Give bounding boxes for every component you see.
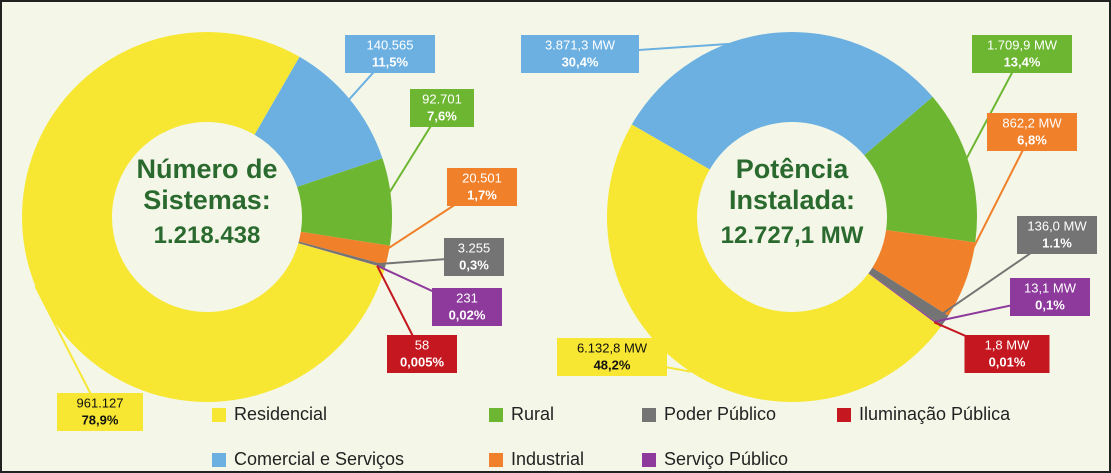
value-label: 92.701: [422, 91, 462, 106]
label-box: [972, 35, 1072, 73]
chart-subtitle: 1.218.438: [153, 222, 261, 249]
share-label: 0,005%: [400, 354, 445, 369]
value-label: 13,1 MW: [1024, 280, 1077, 295]
share-label: 48,2%: [594, 357, 631, 372]
chart-subtitle: 12.727,1 MW: [720, 222, 864, 249]
label-box: [444, 238, 504, 276]
center-text-1: Número de Sistemas: 1.218.438: [122, 154, 292, 250]
label-box: [1010, 278, 1090, 316]
label-box: [447, 168, 517, 206]
legend-swatch: [489, 453, 503, 467]
legend-label: Serviço Público: [664, 449, 788, 469]
legend-swatch: [837, 408, 851, 422]
leader-line: [34, 285, 101, 413]
label-box: [345, 35, 435, 73]
legend-swatch: [642, 408, 656, 422]
legend-swatch: [489, 408, 503, 422]
donut-slice: [868, 273, 941, 328]
value-label: 20.501: [462, 170, 502, 185]
legend-swatch: [212, 453, 226, 467]
share-label: 0,3%: [459, 257, 489, 272]
donut-slice: [254, 56, 383, 187]
leader-line: [957, 131, 1033, 279]
chart-title: Potência Instalada:: [728, 154, 856, 215]
value-label: 1,8 MW: [985, 337, 1031, 352]
donut-slice: [631, 32, 933, 170]
share-label: 13,4%: [1004, 54, 1041, 69]
legend-swatch: [642, 453, 656, 467]
value-label: 140.565: [367, 37, 414, 52]
donut-slice: [21, 31, 385, 402]
value-label: 58: [415, 337, 429, 352]
label-box: [557, 338, 667, 376]
donut-slice: [298, 241, 386, 268]
legend-label: Poder Público: [664, 404, 776, 424]
label-box: [387, 335, 457, 373]
donut-slice: [864, 96, 977, 243]
share-label: 11,5%: [372, 54, 409, 69]
donut-slice: [298, 243, 385, 269]
share-label: 1.1%: [1042, 235, 1072, 250]
legend-label: Iluminação Pública: [859, 404, 1011, 424]
label-box: [987, 113, 1077, 151]
legend-label: Industrial: [511, 449, 584, 469]
donut-slice: [868, 272, 942, 327]
share-label: 0,01%: [989, 354, 1026, 369]
label-box: [410, 89, 474, 127]
legend-label: Comercial e Serviços: [234, 449, 404, 469]
share-label: 1,7%: [467, 187, 497, 202]
share-label: 0,1%: [1035, 297, 1065, 312]
label-box: [964, 335, 1050, 373]
label-box: [432, 288, 502, 326]
legend-label: Residencial: [234, 404, 327, 424]
value-label: 961.127: [77, 395, 124, 410]
value-label: 862,2 MW: [1002, 115, 1062, 130]
share-label: 30,4%: [562, 54, 599, 69]
share-label: 6,8%: [1017, 132, 1047, 147]
share-label: 0,02%: [449, 307, 486, 322]
value-label: 3.871,3 MW: [545, 37, 616, 52]
center-text-2: Potência Instalada: 12.727,1 MW: [707, 154, 877, 250]
donut-slice: [872, 230, 976, 316]
legend-swatch: [212, 408, 226, 422]
legend-label: Rural: [511, 404, 554, 424]
share-label: 7,6%: [427, 108, 457, 123]
donut-slice: [298, 243, 385, 269]
value-label: 6.132,8 MW: [577, 340, 648, 355]
donut-slice: [298, 231, 390, 265]
value-label: 3.255: [458, 240, 491, 255]
share-label: 78,9%: [82, 412, 119, 427]
label-box: [521, 35, 639, 73]
label-box: [57, 393, 143, 431]
chart-title: Número de Sistemas:: [136, 154, 278, 215]
value-label: 136,0 MW: [1027, 218, 1087, 233]
value-label: 1.709,9 MW: [987, 37, 1058, 52]
value-label: 231: [456, 290, 478, 305]
donut-slice: [297, 158, 392, 246]
donut-slice: [868, 267, 949, 327]
donut-slice: [606, 124, 941, 403]
label-box: [1017, 216, 1097, 254]
